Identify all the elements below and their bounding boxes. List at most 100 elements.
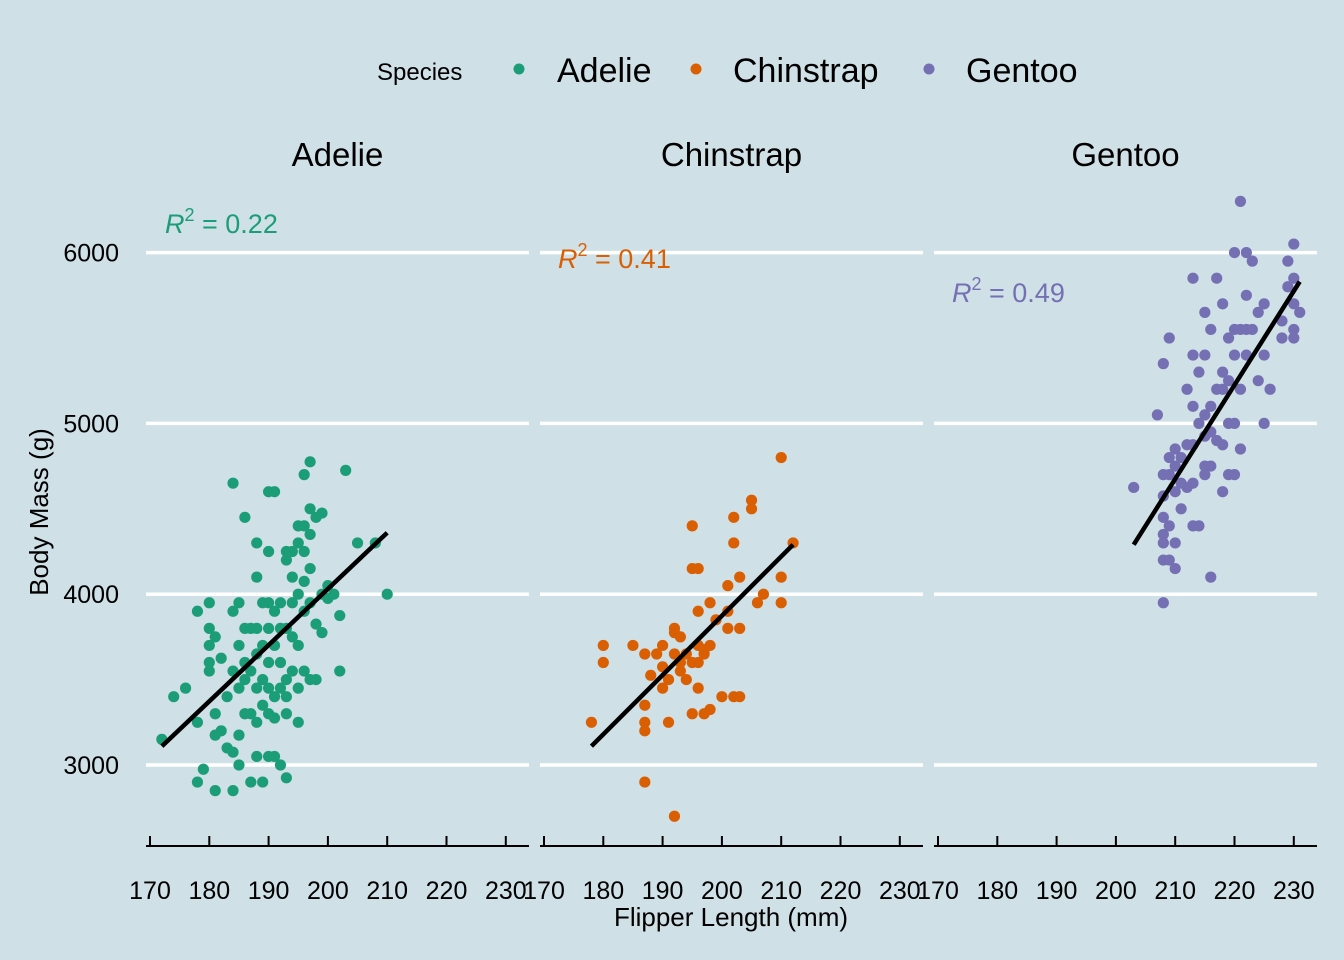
data-point [257, 674, 269, 686]
data-point [304, 503, 316, 515]
data-point [657, 639, 669, 652]
data-point [1228, 247, 1241, 259]
x-tick-label: 210 [1154, 877, 1196, 905]
data-point [1205, 400, 1217, 412]
data-point [1252, 375, 1264, 387]
data-point [1228, 469, 1241, 481]
data-point [197, 763, 209, 775]
x-tick-label: 210 [760, 877, 802, 905]
legend-title: Species [377, 59, 462, 86]
data-point [1205, 571, 1217, 583]
data-point [1169, 537, 1181, 549]
data-point [227, 746, 239, 758]
data-point [704, 703, 716, 716]
data-point [686, 520, 698, 532]
data-point [757, 588, 770, 600]
data-point [1217, 486, 1229, 498]
data-point [209, 785, 221, 797]
panel-title: Gentoo [1071, 136, 1179, 173]
data-point [233, 759, 245, 771]
data-point [263, 622, 275, 634]
r-squared-label: R2 = 0.22 [165, 205, 278, 239]
data-point [268, 605, 281, 617]
data-point [1205, 460, 1217, 472]
data-point [1199, 349, 1211, 361]
data-point [627, 639, 639, 652]
data-point [1199, 306, 1211, 318]
data-point [251, 537, 263, 549]
data-point [1175, 503, 1187, 515]
data-point [1252, 306, 1264, 318]
data-point [257, 699, 269, 711]
data-point [328, 588, 340, 600]
data-point [245, 665, 257, 677]
data-point [639, 776, 651, 788]
points [585, 451, 799, 822]
data-point [1258, 349, 1270, 361]
data-point [1205, 323, 1217, 336]
data-point [1217, 366, 1229, 378]
data-point [274, 656, 287, 669]
data-point [191, 605, 204, 617]
data-point [280, 772, 292, 784]
data-point [1157, 537, 1169, 549]
data-point [1187, 477, 1199, 489]
data-point [1193, 366, 1205, 378]
legend-item-chinstrap: Chinstrap [690, 52, 879, 90]
data-point [668, 810, 681, 822]
data-point [1157, 528, 1169, 541]
data-point [1228, 349, 1241, 361]
data-point [298, 469, 310, 481]
x-tick-label: 180 [188, 877, 230, 905]
data-point [1187, 272, 1199, 284]
data-point [179, 682, 192, 694]
x-tick-label: 190 [642, 877, 684, 905]
data-point [263, 682, 275, 694]
regression-line [589, 543, 795, 748]
data-point [680, 674, 692, 686]
y-axis-title: Body Mass (g) [24, 428, 54, 596]
data-point [639, 725, 651, 737]
legend-label: Chinstrap [733, 52, 879, 90]
legend-swatch [923, 63, 935, 75]
x-tick-label: 200 [307, 877, 349, 905]
data-point [251, 682, 263, 694]
data-point [251, 750, 263, 763]
data-point [668, 622, 681, 634]
legend: Species Adelie Chinstrap Gentoo [377, 52, 1078, 90]
data-point [239, 511, 251, 523]
legend-label: Adelie [557, 52, 652, 90]
data-point [1169, 460, 1181, 472]
data-point [298, 665, 310, 677]
data-point [298, 520, 310, 532]
data-point [775, 571, 787, 583]
data-point [298, 575, 310, 587]
data-point [716, 691, 728, 703]
data-point [704, 597, 716, 609]
panel-title: Chinstrap [661, 136, 802, 173]
x-axis-title: Flipper Length (mm) [614, 902, 848, 932]
data-point [245, 708, 257, 720]
data-point [203, 597, 215, 609]
data-point [203, 639, 215, 652]
r-squared-label: R2 = 0.41 [558, 240, 671, 274]
data-point [203, 622, 215, 634]
data-point [263, 656, 275, 669]
data-point [1288, 298, 1300, 310]
data-point [233, 597, 245, 609]
data-point [292, 588, 304, 600]
data-point [268, 691, 281, 703]
data-point [280, 691, 292, 703]
data-point [1217, 439, 1229, 451]
panel-chinstrap: Chinstrap 170 180 190 200 210 220 230 R2 = 0.41 [523, 136, 923, 905]
legend-item-adelie: Adelie [513, 52, 652, 90]
data-point [674, 631, 686, 643]
data-point [292, 639, 304, 652]
data-point [233, 639, 245, 652]
data-point [1288, 238, 1300, 250]
data-point [280, 674, 292, 686]
data-point [263, 597, 275, 609]
data-point [334, 665, 346, 677]
data-point [227, 785, 239, 797]
